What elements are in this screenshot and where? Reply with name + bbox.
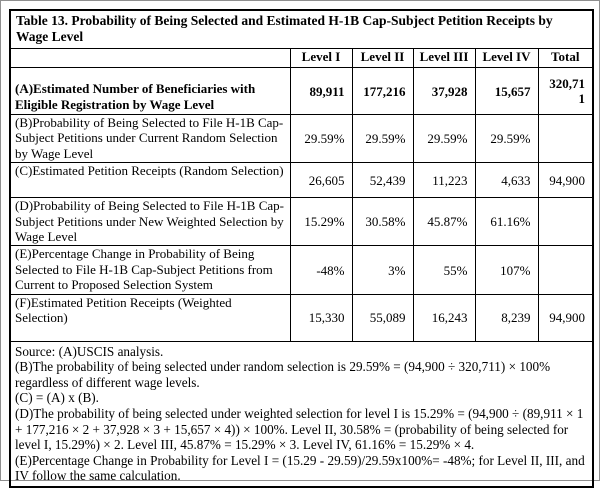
row-d-value-level-ii: 30.58%	[351, 197, 414, 247]
column-header-level-iv: Level IV	[474, 48, 539, 68]
row-f-value-level-ii: 55,089	[351, 293, 414, 342]
notes-row: Source: (A)USCIS analysis. (B)The probab…	[9, 340, 594, 488]
title-row: Table 13. Probability of Being Selected …	[9, 9, 594, 49]
row-d-value-total	[537, 197, 594, 247]
row-c-value-total: 94,900	[537, 162, 594, 199]
row-c-label: (C)Estimated Petition Receipts (Random S…	[9, 162, 291, 199]
row-f-value-level-iii: 16,243	[412, 293, 476, 342]
header-row: Level I Level II Level III Level IV Tota…	[9, 48, 594, 68]
row-a-value-total: 320,711	[537, 67, 594, 115]
row-b-value-level-iv: 29.59%	[474, 113, 539, 164]
row-f-value-level-iv: 8,239	[474, 293, 539, 342]
row-f-value-total: 94,900	[537, 293, 594, 342]
row-d-value-level-i: 15.29%	[289, 197, 353, 247]
row-d-label: (D)Probability of Being Selected to File…	[9, 197, 291, 247]
row-f-value-level-i: 15,330	[289, 293, 353, 342]
row-b-value-level-iii: 29.59%	[412, 113, 476, 164]
column-header-level-iii: Level III	[412, 48, 476, 68]
table-row-f: (F)Estimated Petition Receipts (Weighted…	[9, 293, 594, 342]
row-e-value-level-iii: 55%	[412, 245, 476, 295]
note-c: (C) = (A) x (B).	[15, 390, 99, 406]
column-header-total: Total	[537, 48, 594, 68]
note-d: (D)The probability of being selected und…	[15, 406, 584, 453]
note-e: (E)Percentage Change in Probability for …	[15, 452, 585, 484]
table-row-b: (B)Probability of Being Selected to File…	[9, 113, 594, 164]
source-notes: Source: (A)USCIS analysis. (B)The probab…	[9, 340, 594, 488]
row-a-total-wrapped-number: 320,711	[549, 76, 586, 106]
row-c-value-level-i: 26,605	[289, 162, 353, 199]
column-header-level-i: Level I	[289, 48, 353, 68]
header-empty-cell	[9, 48, 291, 68]
row-c-value-level-ii: 52,439	[351, 162, 414, 199]
table-head: Table 13. Probability of Being Selected …	[9, 9, 594, 68]
row-a-value-level-i: 89,911	[289, 67, 353, 115]
table-row-a: (A)Estimated Number of Beneficiaries wit…	[9, 67, 594, 115]
row-e-value-level-ii: 3%	[351, 245, 414, 295]
row-c-value-level-iii: 11,223	[412, 162, 476, 199]
column-header-level-ii: Level II	[351, 48, 414, 68]
row-a-value-level-iii: 37,928	[412, 67, 476, 115]
row-e-value-total	[537, 245, 594, 295]
table-body: (A)Estimated Number of Beneficiaries wit…	[9, 67, 594, 342]
table-foot: Source: (A)USCIS analysis. (B)The probab…	[9, 340, 594, 488]
table-row-c: (C)Estimated Petition Receipts (Random S…	[9, 162, 594, 199]
row-e-value-level-iv: 107%	[474, 245, 539, 295]
table-row-d: (D)Probability of Being Selected to File…	[9, 197, 594, 247]
row-e-label: (E)Percentage Change in Probability of B…	[9, 245, 291, 295]
table-title: Table 13. Probability of Being Selected …	[9, 9, 594, 49]
table-row-e: (E)Percentage Change in Probability of B…	[9, 245, 594, 295]
row-b-value-level-i: 29.59%	[289, 113, 353, 164]
row-b-label: (B)Probability of Being Selected to File…	[9, 113, 291, 164]
row-a-value-level-iv: 15,657	[474, 67, 539, 115]
row-b-value-level-ii: 29.59%	[351, 113, 414, 164]
row-e-value-level-i: -48%	[289, 245, 353, 295]
row-a-label: (A)Estimated Number of Beneficiaries wit…	[9, 67, 291, 115]
row-a-value-level-ii: 177,216	[351, 67, 414, 115]
row-b-value-total	[537, 113, 594, 164]
note-b: (B)The probability of being selected und…	[15, 359, 551, 390]
table-13: Table 13. Probability of Being Selected …	[9, 9, 595, 488]
row-d-value-level-iv: 61.16%	[474, 197, 539, 247]
note-source: Source: (A)USCIS analysis.	[15, 343, 164, 359]
row-f-label: (F)Estimated Petition Receipts (Weighted…	[9, 293, 291, 342]
row-c-value-level-iv: 4,633	[474, 162, 539, 199]
row-d-value-level-iii: 45.87%	[412, 197, 476, 247]
